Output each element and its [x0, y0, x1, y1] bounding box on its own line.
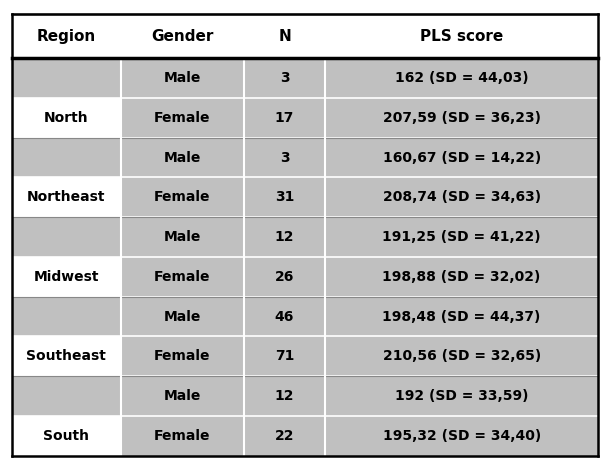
Bar	[243, 138, 326, 178]
Text: 162 (SD = 44,03): 162 (SD = 44,03)	[395, 71, 528, 85]
Text: 191,25 (SD = 41,22): 191,25 (SD = 41,22)	[382, 230, 541, 244]
Bar	[326, 98, 598, 138]
Bar	[243, 297, 326, 337]
Bar	[121, 58, 243, 98]
Text: Female: Female	[154, 429, 210, 443]
Bar	[12, 138, 121, 178]
Text: 17: 17	[275, 111, 294, 125]
Text: 71: 71	[275, 349, 294, 363]
Bar	[243, 217, 326, 257]
Text: Female: Female	[154, 190, 210, 204]
Bar	[243, 58, 326, 98]
Text: 195,32 (SD = 34,40): 195,32 (SD = 34,40)	[382, 429, 541, 443]
Text: 26: 26	[275, 270, 294, 284]
Bar	[12, 337, 121, 376]
Text: 12: 12	[274, 389, 294, 403]
Text: PLS score: PLS score	[420, 28, 503, 44]
Text: 12: 12	[274, 230, 294, 244]
Text: N: N	[278, 28, 291, 44]
Bar	[326, 376, 598, 416]
Text: Male: Male	[163, 389, 201, 403]
Text: 22: 22	[274, 429, 294, 443]
Bar	[121, 138, 243, 178]
Text: Female: Female	[154, 349, 210, 363]
Text: Northeast: Northeast	[27, 190, 106, 204]
Bar	[121, 297, 243, 337]
Text: Male: Male	[163, 71, 201, 85]
Text: 210,56 (SD = 32,65): 210,56 (SD = 32,65)	[382, 349, 541, 363]
Text: Midwest: Midwest	[34, 270, 99, 284]
Bar	[12, 14, 598, 58]
Text: 31: 31	[275, 190, 294, 204]
Bar	[326, 177, 598, 217]
Text: Male: Male	[163, 310, 201, 324]
Bar	[12, 416, 121, 456]
Bar	[326, 257, 598, 297]
Bar	[326, 58, 598, 98]
Bar	[326, 337, 598, 376]
Text: 192 (SD = 33,59): 192 (SD = 33,59)	[395, 389, 528, 403]
Text: 46: 46	[275, 310, 294, 324]
Bar	[326, 297, 598, 337]
Text: 198,88 (SD = 32,02): 198,88 (SD = 32,02)	[382, 270, 541, 284]
Text: South: South	[43, 429, 90, 443]
Bar	[243, 337, 326, 376]
Bar	[243, 177, 326, 217]
Bar	[121, 98, 243, 138]
Text: Female: Female	[154, 270, 210, 284]
Bar	[121, 177, 243, 217]
Bar	[326, 217, 598, 257]
Text: 3: 3	[280, 151, 289, 165]
Text: 3: 3	[280, 71, 289, 85]
Bar	[121, 416, 243, 456]
Bar	[121, 376, 243, 416]
Text: Male: Male	[163, 151, 201, 165]
Bar	[121, 337, 243, 376]
Text: 198,48 (SD = 44,37): 198,48 (SD = 44,37)	[382, 310, 541, 324]
Text: Female: Female	[154, 111, 210, 125]
Text: Region: Region	[37, 28, 96, 44]
Bar	[243, 416, 326, 456]
Text: 208,74 (SD = 34,63): 208,74 (SD = 34,63)	[382, 190, 540, 204]
Bar	[12, 177, 121, 217]
Bar	[326, 416, 598, 456]
Bar	[12, 98, 121, 138]
Text: Southeast: Southeast	[26, 349, 106, 363]
Text: 207,59 (SD = 36,23): 207,59 (SD = 36,23)	[382, 111, 540, 125]
Bar	[326, 138, 598, 178]
Bar	[12, 297, 121, 337]
Bar	[121, 257, 243, 297]
Bar	[243, 98, 326, 138]
Text: 160,67 (SD = 14,22): 160,67 (SD = 14,22)	[382, 151, 541, 165]
Bar	[121, 217, 243, 257]
Bar	[12, 58, 121, 98]
Bar	[12, 376, 121, 416]
Text: North: North	[44, 111, 88, 125]
Text: Male: Male	[163, 230, 201, 244]
Bar	[12, 217, 121, 257]
Bar	[243, 376, 326, 416]
Text: Gender: Gender	[151, 28, 213, 44]
Bar	[12, 257, 121, 297]
Bar	[243, 257, 326, 297]
